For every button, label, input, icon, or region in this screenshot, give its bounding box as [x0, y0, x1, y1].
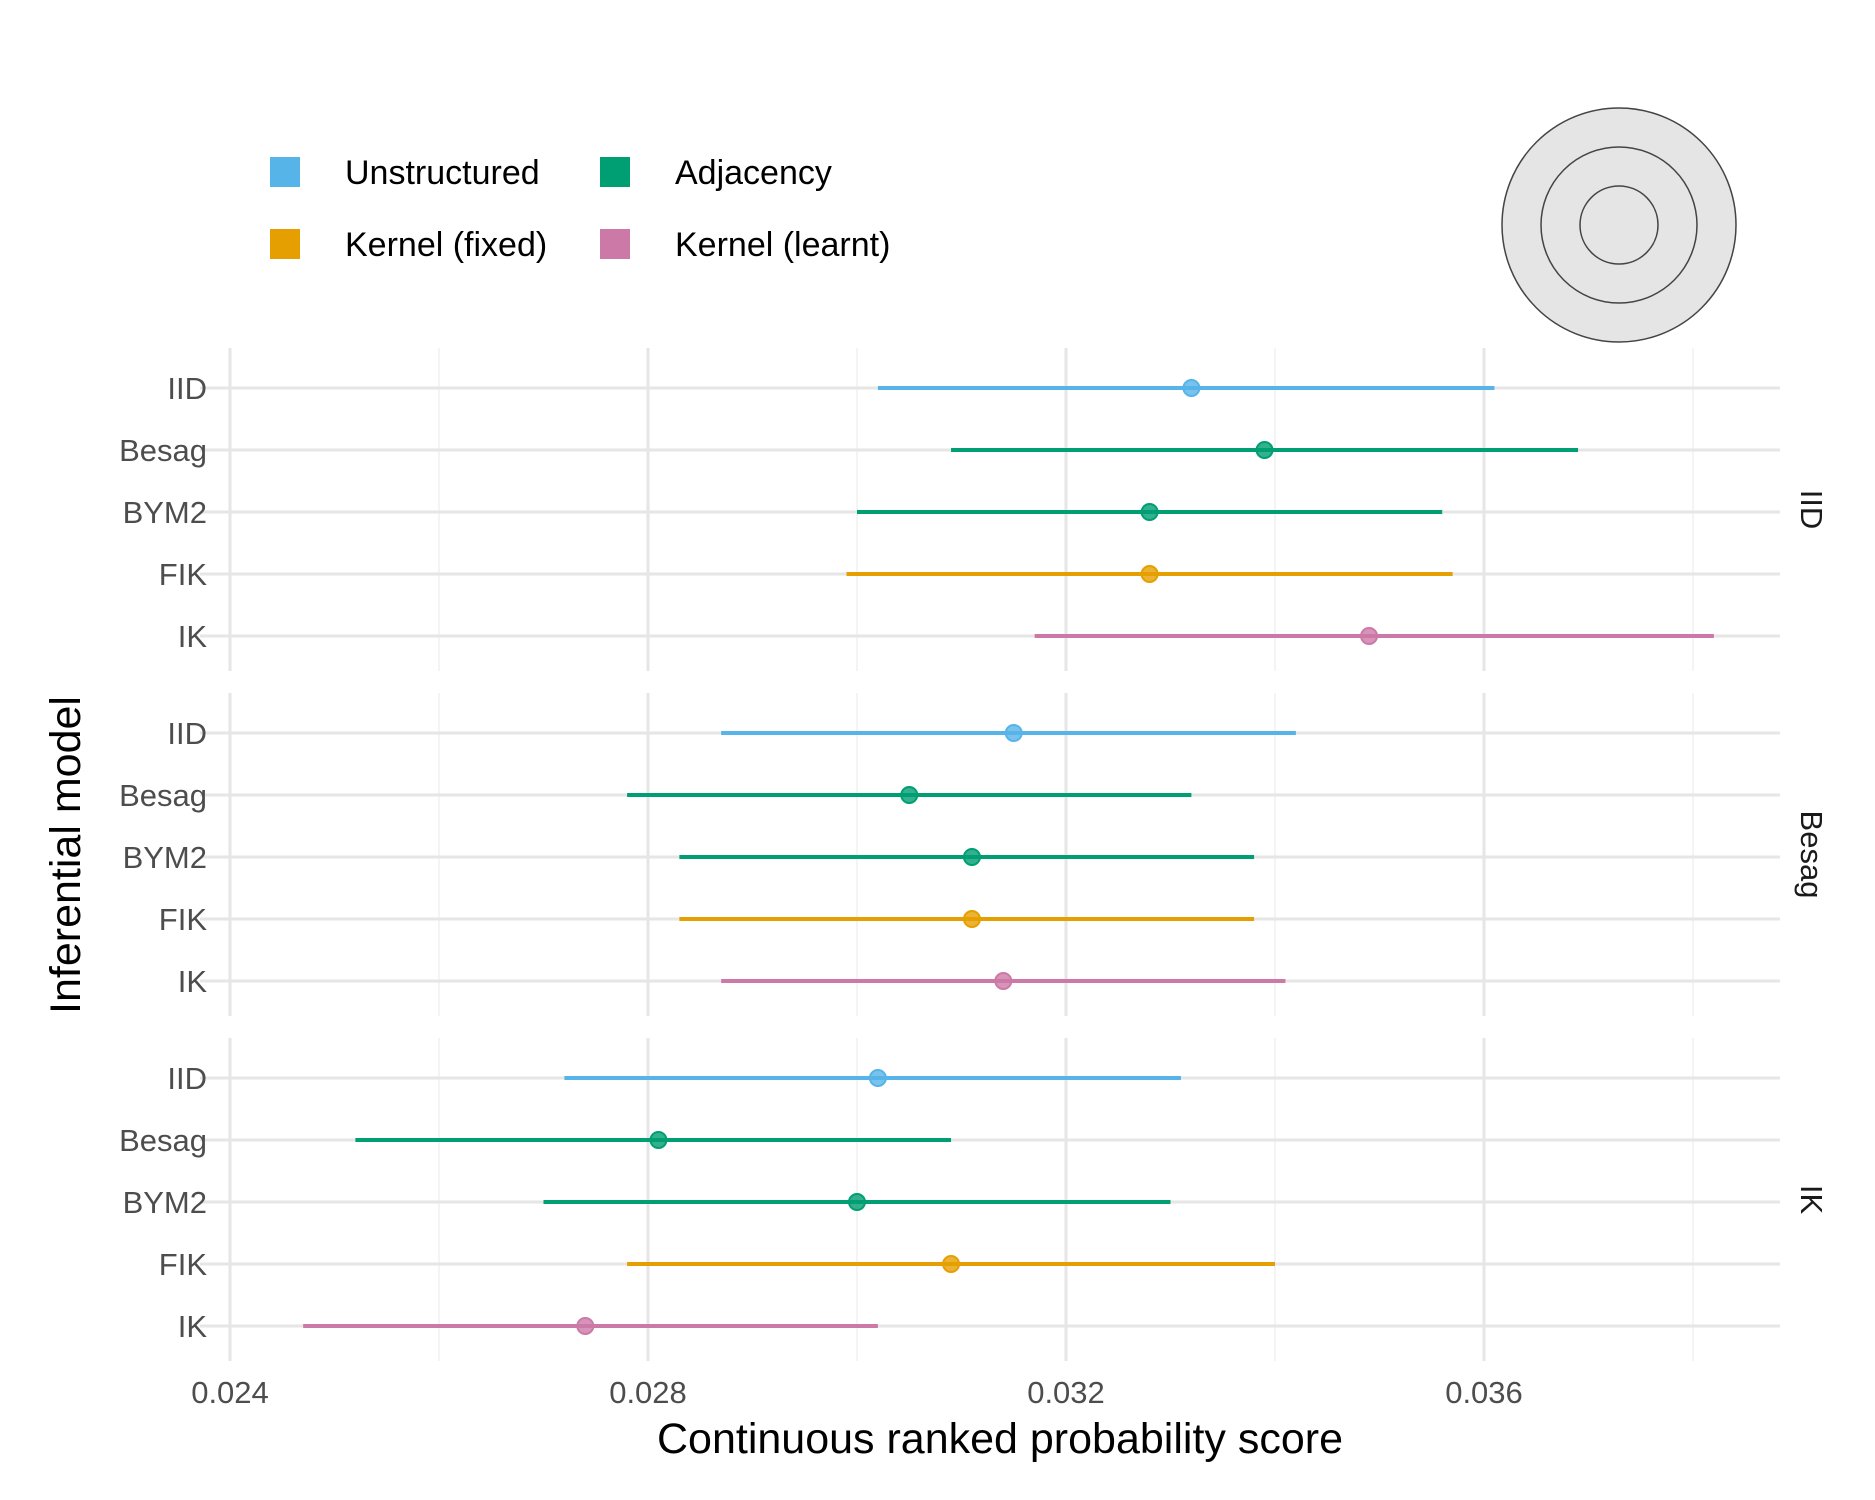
legend-key [600, 229, 630, 259]
estimate-point [994, 972, 1013, 990]
facet-strip-label: IID [1794, 490, 1829, 530]
legend-label: Kernel (learnt) [675, 226, 890, 264]
estimate-point [962, 910, 981, 928]
y-tick-label: BYM2 [123, 1185, 207, 1220]
y-tick-label: IID [167, 371, 207, 406]
estimate-point [649, 1131, 668, 1149]
y-tick-label: BYM2 [123, 840, 207, 875]
estimate-point [1255, 441, 1274, 459]
estimate-point [942, 1255, 961, 1273]
estimate-point [1140, 565, 1159, 583]
estimate-point [868, 1069, 887, 1087]
y-tick-label: FIK [159, 1247, 208, 1282]
legend-label: Adjacency [675, 154, 832, 192]
facet-strip-label: IK [1794, 1185, 1829, 1215]
x-tick-label: 0.036 [1445, 1375, 1523, 1410]
target-icon [1501, 107, 1737, 343]
legend-key [270, 229, 300, 259]
facet-panel-iid: IID Besag BYM2 FIK IK IID [119, 348, 1829, 671]
y-tick-label: FIK [159, 902, 208, 937]
facet-panels: IID Besag BYM2 FIK IK IID IID Besag BYM2 FIK IK Bes… [119, 348, 1829, 1361]
y-tick-label: IK [178, 1309, 208, 1344]
legend: Unstructured Kernel (fixed) Adjacency Kerne… [270, 154, 890, 264]
y-tick-label: IID [167, 1061, 207, 1096]
y-tick-label: Besag [119, 1123, 207, 1158]
legend-label: Kernel (fixed) [345, 226, 547, 264]
legend-key [600, 157, 630, 187]
y-tick-label: IID [167, 716, 207, 751]
legend-label: Unstructured [345, 154, 540, 192]
y-tick-label: BYM2 [123, 495, 207, 530]
facet-panel-ik: IID Besag BYM2 FIK IK IK [119, 1038, 1829, 1361]
estimate-point [900, 786, 919, 804]
x-tick-label: 0.028 [609, 1375, 687, 1410]
estimate-point [962, 848, 981, 866]
facet-panel-besag: IID Besag BYM2 FIK IK Besag [119, 693, 1829, 1016]
estimate-point [1004, 724, 1023, 742]
y-tick-label: IK [178, 964, 208, 999]
x-axis: 0.024 0.028 0.032 0.036 [191, 1375, 1523, 1410]
y-axis-title: Inferential model [42, 696, 90, 1014]
estimate-point [1140, 503, 1159, 521]
legend-key [270, 157, 300, 187]
estimate-point [848, 1193, 866, 1211]
y-tick-label: IK [178, 619, 208, 654]
estimate-point [576, 1317, 595, 1335]
estimate-point [1182, 379, 1201, 397]
y-tick-label: Besag [119, 433, 207, 468]
facet-strip-label: Besag [1794, 811, 1829, 899]
x-axis-title: Continuous ranked probability score [657, 1415, 1343, 1463]
y-tick-label: FIK [159, 557, 208, 592]
estimate-point [1360, 627, 1379, 645]
x-tick-label: 0.024 [191, 1375, 269, 1410]
y-tick-label: Besag [119, 778, 207, 813]
x-tick-label: 0.032 [1027, 1375, 1105, 1410]
